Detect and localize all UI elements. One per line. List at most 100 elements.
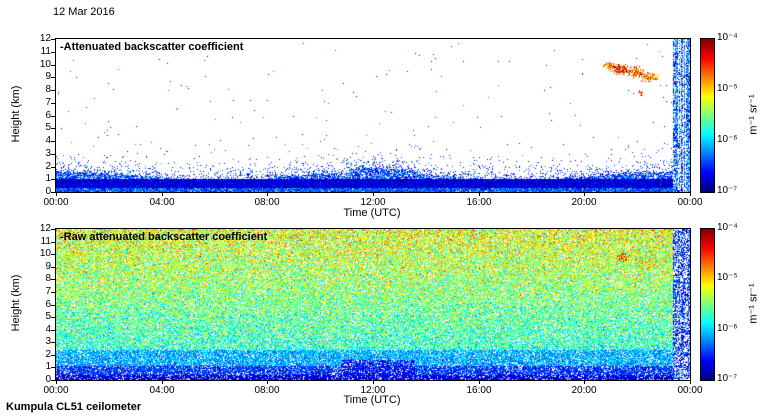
raw-backscatter-panel: -Raw attenuated backscatter coefficient … [40, 223, 703, 396]
raw-backscatter-heatmap [56, 229, 690, 380]
y-tickmark [51, 341, 55, 343]
y-tickmark [51, 127, 55, 129]
y-tickmark [51, 278, 55, 280]
x-tick-label: 00:00 [677, 197, 703, 208]
y-tick-label: 9 [45, 261, 51, 272]
y-tickmark [51, 191, 55, 193]
bottom-colorbar-unit-label: m⁻¹ sr⁻¹ [747, 283, 760, 324]
y-tickmark [51, 51, 55, 53]
y-tickmark [51, 241, 55, 243]
y-tick-label: 5 [45, 311, 51, 322]
bottom-colorbar-gradient [701, 229, 714, 380]
y-tick-label: 4 [45, 324, 51, 335]
y-tick-label: 9 [45, 71, 51, 82]
y-tickmark [51, 266, 55, 268]
x-tickmark [55, 192, 57, 196]
top-colorbar [700, 38, 715, 193]
y-tick-label: 11 [40, 46, 51, 57]
y-tickmark [51, 329, 55, 331]
y-tick-label: 10 [39, 248, 51, 259]
y-tick-label: 0 [45, 186, 51, 197]
y-tickmark [51, 140, 55, 142]
x-tickmark [689, 380, 691, 384]
y-tickmark [51, 89, 55, 91]
y-tickmark [51, 64, 55, 66]
y-tick-label: 3 [45, 148, 51, 159]
y-tick-label: 6 [45, 299, 51, 310]
y-tick-label: 10 [39, 59, 51, 70]
attenuated-backscatter-panel: -Attenuated backscatter coefficient 00:0… [40, 33, 703, 208]
y-tickmark [51, 115, 55, 117]
x-tick-label: 12:00 [360, 197, 386, 208]
y-tickmark [51, 366, 55, 368]
y-tick-label: 12 [39, 33, 51, 44]
top-colorbar-gradient [701, 39, 714, 192]
y-tickmark [51, 38, 55, 40]
y-tick-label: 3 [45, 336, 51, 347]
colorbar-tick-label: 10⁻⁴ [717, 222, 738, 233]
x-tickmark [689, 192, 691, 196]
y-tickmark [51, 102, 55, 104]
y-tick-label: 2 [45, 349, 51, 360]
bottom-y-axis-label: Height (km) [10, 274, 22, 332]
y-tick-label: 0 [45, 374, 51, 385]
y-tickmark [51, 316, 55, 318]
y-tickmark [51, 76, 55, 78]
x-tick-label: 00:00 [43, 385, 69, 396]
bottom-panel-title: -Raw attenuated backscatter coefficient [60, 231, 268, 243]
y-tickmark [51, 379, 55, 381]
y-tick-label: 1 [45, 173, 51, 184]
y-tickmark [51, 228, 55, 230]
x-tick-label: 16:00 [466, 197, 492, 208]
x-tick-label: 08:00 [254, 385, 280, 396]
bottom-x-axis-label: Time (UTC) [343, 394, 401, 406]
y-tickmark [51, 166, 55, 168]
y-tick-label: 4 [45, 135, 51, 146]
x-tick-label: 12:00 [360, 385, 386, 396]
instrument-label: Kumpula CL51 ceilometer [6, 401, 142, 413]
x-tickmark [583, 380, 585, 384]
top-colorbar-unit-label: m⁻¹ sr⁻¹ [747, 94, 760, 135]
x-tickmark [266, 192, 268, 196]
x-tick-label: 16:00 [466, 385, 492, 396]
x-tick-label: 20:00 [571, 197, 597, 208]
x-tickmark [55, 380, 57, 384]
y-tickmark [51, 153, 55, 155]
bottom-colorbar [700, 228, 715, 381]
y-tick-label: 8 [45, 273, 51, 284]
colorbar-tick-label: 10⁻⁶ [717, 322, 738, 334]
top-y-axis-label: Height (km) [10, 85, 22, 143]
x-tickmark [372, 380, 374, 384]
colorbar-tick-label: 10⁻⁵ [717, 83, 738, 94]
top-panel-title: -Attenuated backscatter coefficient [60, 41, 244, 53]
colorbar-tick-label: 10⁻⁵ [717, 272, 738, 284]
y-tickmark [51, 304, 55, 306]
y-tickmark [51, 291, 55, 293]
y-tick-label: 7 [45, 286, 51, 297]
colorbar-tick-label: 10⁻⁴ [717, 32, 738, 43]
x-tick-label: 00:00 [43, 197, 69, 208]
colorbar-tick-label: 10⁻⁷ [717, 373, 738, 384]
x-tickmark [266, 380, 268, 384]
x-tick-label: 04:00 [149, 197, 175, 208]
x-tick-label: 20:00 [571, 385, 597, 396]
date-label: 12 Mar 2016 [53, 6, 115, 18]
attenuated-backscatter-heatmap [56, 39, 690, 192]
x-tickmark [372, 192, 374, 196]
y-tick-label: 6 [45, 110, 51, 121]
x-tickmark [478, 380, 480, 384]
y-tick-label: 8 [45, 84, 51, 95]
colorbar-tick-label: 10⁻⁶ [717, 134, 738, 145]
x-tick-label: 08:00 [254, 197, 280, 208]
top-x-axis-label: Time (UTC) [343, 207, 401, 219]
y-tickmark [51, 253, 55, 255]
y-tick-label: 1 [45, 361, 51, 372]
x-tickmark [583, 192, 585, 196]
x-tickmark [161, 192, 163, 196]
x-tickmark [161, 380, 163, 384]
y-tick-label: 7 [45, 97, 51, 108]
x-tickmark [478, 192, 480, 196]
y-tick-label: 12 [39, 223, 51, 234]
y-tick-label: 11 [40, 236, 51, 247]
